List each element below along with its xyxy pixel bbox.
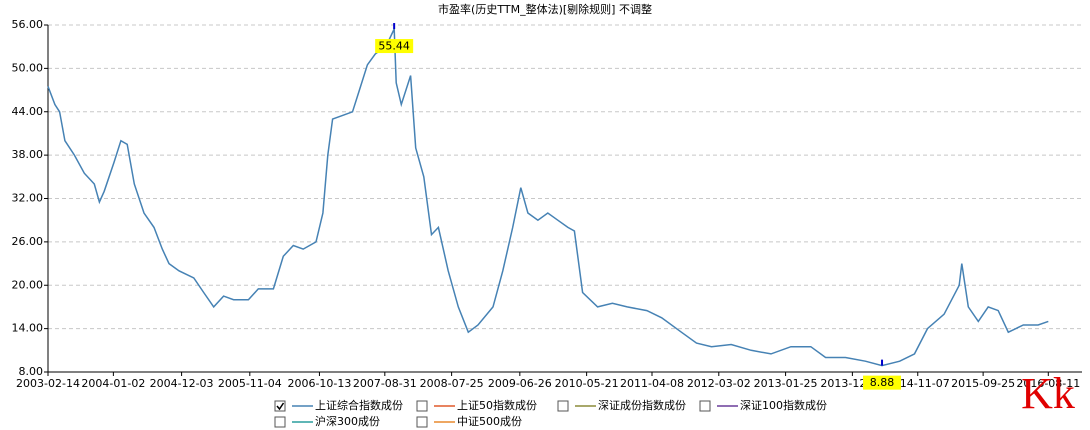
legend-label: 深证100指数成份 xyxy=(740,398,827,412)
y-tick-label: 50.00 xyxy=(12,61,44,74)
x-tick-label: 2005-11-04 xyxy=(218,377,282,390)
y-tick-label: 38.00 xyxy=(12,148,44,161)
chart-title: 市盈率(历史TTM_整体法)[剔除规则] 不调整 xyxy=(438,2,652,16)
y-tick-label: 32.00 xyxy=(12,192,44,205)
y-tick-label: 44.00 xyxy=(12,105,44,118)
x-tick-label: 2004-12-03 xyxy=(150,377,214,390)
x-tick-label: 2006-10-13 xyxy=(287,377,351,390)
x-tick-label: 2015-09-25 xyxy=(951,377,1015,390)
x-tick-label: 2013-01-25 xyxy=(754,377,818,390)
legend-item[interactable]: 上证50指数成份 xyxy=(416,398,537,412)
legend-item[interactable]: 沪深300成份 xyxy=(274,414,380,428)
y-tick-label: 8.00 xyxy=(19,365,44,378)
x-tick-label: 2004-01-02 xyxy=(81,377,145,390)
x-tick-label: 2014-11-07 xyxy=(886,377,950,390)
series-line xyxy=(47,28,1049,367)
x-tick-label: 2009-06-26 xyxy=(488,377,552,390)
legend-checkbox xyxy=(699,400,711,412)
annotation: 8.88 xyxy=(863,375,902,390)
annotation-box xyxy=(375,39,414,54)
x-tick-label: 2016-08-11 xyxy=(1016,377,1080,390)
x-tick-label: 2012-03-02 xyxy=(687,377,751,390)
legend-label: 深证成份指数成份 xyxy=(598,398,686,412)
x-tick-label: 2007-08-31 xyxy=(353,377,417,390)
annotation: 55.44 xyxy=(375,39,414,54)
legend-label: 上证50指数成份 xyxy=(457,398,537,412)
legend-item[interactable]: 中证500成份 xyxy=(416,415,522,428)
legend-label: 上证综合指数成份 xyxy=(315,398,403,412)
legend-checkbox xyxy=(557,400,569,412)
legend-checkbox xyxy=(416,400,428,412)
y-tick-label: 20.00 xyxy=(12,278,44,291)
annotation-label: 8.88 xyxy=(870,376,895,389)
legend-item[interactable]: 深证成份指数成份 xyxy=(557,398,686,412)
y-tick-label: 26.00 xyxy=(12,235,44,248)
y-tick-label: 14.00 xyxy=(12,322,44,335)
x-tick-label: 2010-05-21 xyxy=(555,377,619,390)
legend-check xyxy=(276,402,285,411)
x-tick-label: 2008-07-25 xyxy=(420,377,484,390)
annotation-box xyxy=(863,375,902,390)
legend-checkbox xyxy=(274,416,286,428)
watermark: Kk xyxy=(1021,369,1075,418)
legend-checkbox xyxy=(274,400,286,412)
y-tick-label: 56.00 xyxy=(12,18,44,31)
legend-item[interactable]: 深证100指数成份 xyxy=(699,398,827,412)
legend-label: 沪深300成份 xyxy=(315,414,380,428)
legend-item[interactable]: 上证综合指数成份 xyxy=(274,398,403,412)
x-tick-label: 2011-04-08 xyxy=(620,377,684,390)
legend-label: 中证500成份 xyxy=(457,415,522,428)
annotation-label: 55.44 xyxy=(378,40,410,53)
x-tick-label: 2003-02-14 xyxy=(16,377,80,390)
legend-checkbox xyxy=(416,416,428,428)
